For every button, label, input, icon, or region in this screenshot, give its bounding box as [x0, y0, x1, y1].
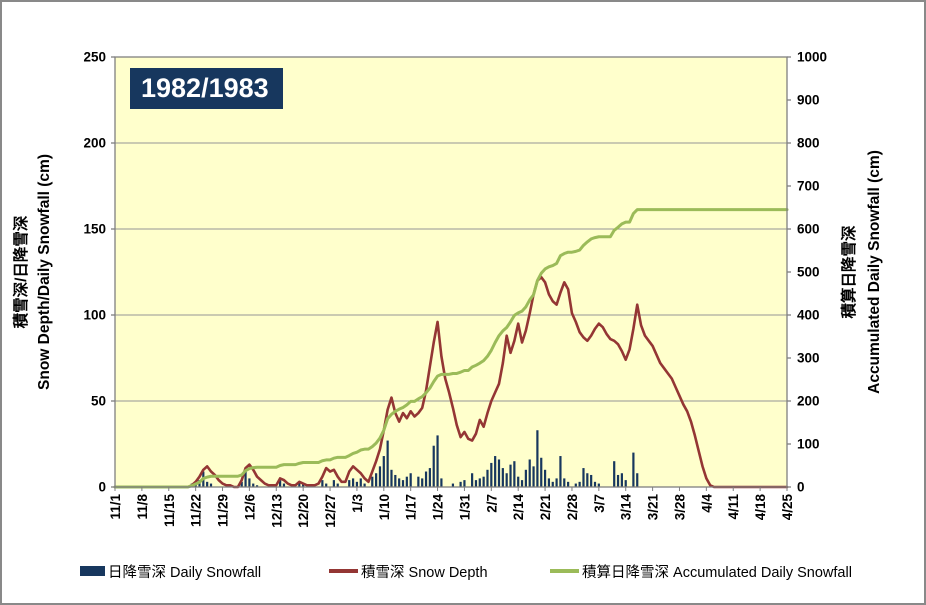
svg-text:150: 150: [83, 222, 106, 237]
svg-text:3/21: 3/21: [646, 494, 661, 521]
svg-text:2/7: 2/7: [484, 494, 499, 513]
right-axis-labels: 0 100 200 300 400 500 600 700 800 900 1000: [787, 50, 827, 495]
svg-text:1/17: 1/17: [404, 494, 419, 520]
svg-text:4/4: 4/4: [699, 494, 714, 513]
svg-text:250: 250: [83, 50, 106, 65]
left-axis-labels: 0 50 100 150 200 250: [83, 50, 115, 495]
svg-text:0: 0: [98, 480, 106, 495]
svg-text:50: 50: [91, 394, 106, 409]
svg-text:12/6: 12/6: [242, 494, 257, 521]
svg-text:11/22: 11/22: [189, 494, 204, 527]
snow-depth-line: [113, 275, 789, 489]
svg-text:800: 800: [797, 136, 820, 151]
svg-text:1/31: 1/31: [457, 494, 472, 521]
chart-title: 1982/1983: [141, 73, 269, 103]
legend-item-accumulated-snowfall: 積算日降雪深 Accumulated Daily Snowfall: [550, 561, 852, 581]
svg-text:100: 100: [83, 308, 106, 323]
svg-text:3/7: 3/7: [592, 494, 607, 513]
accumulated-snowfall-swatch: [550, 569, 579, 573]
svg-text:3/14: 3/14: [619, 494, 634, 521]
chart-legend: 日降雪深 Daily Snowfall 積雪深 Snow Depth 積算日降雪…: [2, 558, 924, 584]
legend-label: 日降雪深 Daily Snowfall: [108, 564, 262, 581]
left-axis-title: 積雪深/日降雪深 Snow Depth/Daily Snowfall (cm): [11, 154, 53, 390]
legend-label: 積雪深 Snow Depth: [361, 564, 488, 581]
svg-text:4/11: 4/11: [726, 494, 741, 520]
svg-text:積算日降雪深: 積算日降雪深: [839, 225, 858, 320]
svg-text:積雪深/日降雪深: 積雪深/日降雪深: [11, 215, 30, 329]
daily-snowfall-bars: [190, 430, 639, 487]
right-axis-title: 積算日降雪深 Accumulated Daily Snowfall (cm): [839, 150, 883, 394]
svg-text:1/3: 1/3: [350, 494, 365, 513]
plot-background: [115, 57, 787, 487]
svg-text:Accumulated Daily Snowfall (cm: Accumulated Daily Snowfall (cm): [866, 150, 883, 394]
daily-snowfall-swatch: [80, 566, 105, 576]
svg-text:700: 700: [797, 179, 820, 194]
svg-text:1000: 1000: [797, 50, 827, 65]
svg-text:3/28: 3/28: [672, 494, 687, 521]
svg-text:12/13: 12/13: [269, 494, 284, 528]
svg-text:200: 200: [83, 136, 106, 151]
x-axis-labels: 11/1 11/8 11/15 11/22 11/29 12/6 12/13 12/20 12/…: [108, 487, 795, 528]
svg-text:0: 0: [797, 480, 805, 495]
chart-title-box: 1982/1983: [130, 68, 283, 109]
svg-text:2/14: 2/14: [511, 494, 526, 521]
svg-text:11/15: 11/15: [162, 494, 177, 528]
svg-text:200: 200: [797, 394, 820, 409]
svg-text:1/24: 1/24: [431, 494, 446, 521]
svg-text:Snow Depth/Daily Snowfall (cm): Snow Depth/Daily Snowfall (cm): [36, 154, 53, 390]
svg-text:12/20: 12/20: [296, 494, 311, 528]
svg-text:2/28: 2/28: [565, 494, 580, 521]
svg-text:12/27: 12/27: [323, 494, 338, 528]
svg-text:900: 900: [797, 93, 820, 108]
snow-depth-swatch: [329, 569, 358, 573]
svg-text:500: 500: [797, 265, 820, 280]
accumulated-snowfall-line: [113, 208, 789, 489]
svg-text:11/1: 11/1: [108, 494, 123, 520]
svg-text:400: 400: [797, 308, 820, 323]
svg-text:4/18: 4/18: [753, 494, 768, 521]
svg-text:2/21: 2/21: [538, 494, 553, 521]
legend-item-snow-depth: 積雪深 Snow Depth: [329, 561, 488, 581]
legend-item-daily-snowfall: 日降雪深 Daily Snowfall: [80, 561, 261, 581]
svg-text:600: 600: [797, 222, 820, 237]
svg-text:1/10: 1/10: [377, 494, 392, 520]
svg-text:4/25: 4/25: [780, 494, 795, 521]
legend-label: 積算日降雪深 Accumulated Daily Snowfall: [582, 564, 852, 581]
svg-text:100: 100: [797, 437, 820, 452]
svg-text:11/29: 11/29: [216, 494, 231, 527]
svg-text:11/8: 11/8: [135, 494, 150, 520]
svg-text:300: 300: [797, 351, 820, 366]
